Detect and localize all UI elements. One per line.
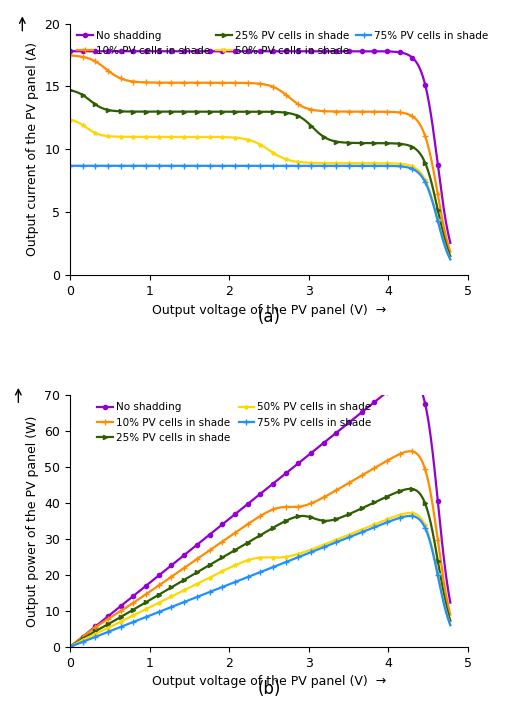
X-axis label: Output voltage of the PV panel (V)  →: Output voltage of the PV panel (V) → [152,303,385,316]
Y-axis label: Output current of the PV panel (A): Output current of the PV panel (A) [26,42,39,256]
Legend: No shadding, 10% PV cells in shade, 25% PV cells in shade, 50% PV cells in shade: No shadding, 10% PV cells in shade, 25% … [95,401,373,445]
Y-axis label: Output power of the PV panel (W): Output power of the PV panel (W) [26,416,39,627]
Text: (a): (a) [257,308,280,326]
Legend: No shadding, 10% PV cells in shade, 25% PV cells in shade, 50% PV cells in shade: No shadding, 10% PV cells in shade, 25% … [75,29,490,58]
X-axis label: Output voltage of the PV panel (V)  →: Output voltage of the PV panel (V) → [152,675,385,688]
Text: (b): (b) [257,680,280,698]
